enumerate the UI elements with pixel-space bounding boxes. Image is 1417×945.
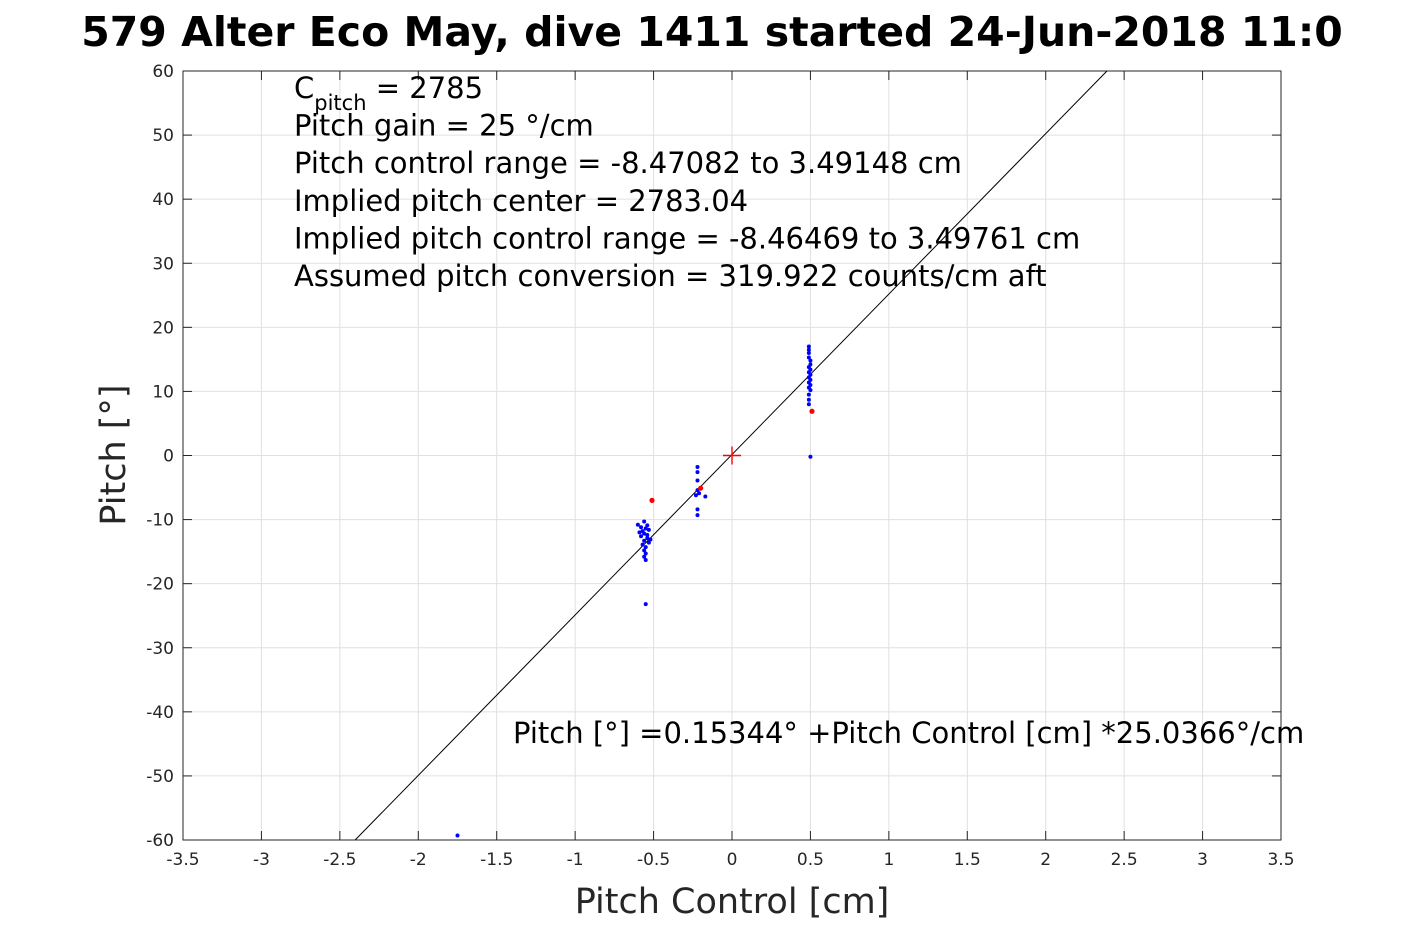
data-point [643, 602, 648, 607]
data-point [646, 540, 651, 545]
x-tick-label: -1 [567, 850, 584, 870]
data-point [642, 519, 647, 524]
data-point [703, 494, 708, 499]
annotation-line: Pitch control range = -8.47082 to 3.4914… [294, 146, 962, 180]
data-point [639, 534, 644, 539]
scatter-points [455, 344, 815, 838]
data-point [643, 526, 648, 531]
x-tick-label: 1.5 [954, 850, 981, 870]
data-point [648, 537, 653, 542]
data-point [809, 408, 815, 414]
y-tick-label: -50 [146, 767, 174, 787]
y-tick-label: -40 [146, 703, 174, 723]
x-tick-label: -0.5 [637, 850, 670, 870]
y-axis-label: Pitch [°] [94, 384, 134, 525]
x-tick-label: 3 [1197, 850, 1208, 870]
data-point [637, 530, 642, 535]
data-point [645, 523, 650, 528]
data-point [806, 397, 811, 402]
x-tick-label: 0 [727, 850, 738, 870]
data-point [695, 513, 700, 518]
x-axis-label: Pitch Control [cm] [575, 882, 890, 922]
data-point [649, 497, 655, 503]
y-tick-label: 10 [152, 382, 174, 402]
data-point [455, 833, 460, 838]
x-axis-tick-labels: -3.5 -3 -2.5 -2 -1.5 -1 -0.5 0 0.5 1 1.5 2 2.5 3 3.5 [166, 850, 1294, 870]
y-axis-tick-labels: -60 -50 -40 -30 -20 -10 0 10 20 30 40 50 60 [146, 62, 174, 851]
data-point [642, 548, 647, 553]
data-point [643, 551, 648, 556]
y-tick-label: 40 [152, 190, 174, 210]
data-point [697, 491, 702, 496]
x-tick-label: 2.5 [1111, 850, 1138, 870]
annotation-line: Implied pitch center = 2783.04 [294, 184, 748, 218]
data-point [643, 545, 648, 550]
annotation-line: Assumed pitch conversion = 319.922 count… [294, 259, 1047, 293]
data-point [645, 532, 650, 537]
data-point [693, 493, 698, 498]
grid-lines [182, 70, 1282, 841]
data-point [806, 347, 811, 352]
x-tick-label: -2.5 [323, 850, 356, 870]
x-tick-label: 3.5 [1267, 850, 1294, 870]
y-tick-label: -20 [146, 575, 174, 595]
data-point [806, 355, 811, 360]
data-point [642, 538, 647, 543]
data-point [695, 507, 700, 512]
data-point [806, 344, 811, 349]
x-tick-label: 0.5 [797, 850, 824, 870]
data-point [806, 392, 811, 397]
annotation-line: Implied pitch control range = -8.46469 t… [294, 221, 1080, 255]
center-marker-group [723, 446, 741, 465]
data-point [806, 350, 811, 355]
data-point [635, 522, 640, 527]
y-tick-label: 0 [163, 447, 174, 467]
data-point [808, 388, 813, 393]
y-tick-label: 30 [152, 254, 174, 274]
data-point [639, 525, 644, 530]
y-tick-label: -60 [146, 831, 174, 851]
data-point [642, 554, 647, 559]
data-point [695, 478, 700, 483]
x-tick-label: -3.5 [166, 850, 199, 870]
x-tick-label: 2 [1040, 850, 1051, 870]
annotation-line: Cpitch = 2785 [294, 71, 483, 115]
axis-ticks [182, 70, 1282, 841]
y-tick-label: 20 [152, 318, 174, 338]
y-tick-label: -30 [146, 639, 174, 659]
data-point [698, 485, 704, 491]
data-point [640, 542, 645, 547]
y-tick-label: -10 [146, 511, 174, 531]
x-tick-label: -2 [410, 850, 427, 870]
data-point [643, 557, 648, 562]
x-tick-label: -1.5 [480, 850, 513, 870]
annotation-line: Pitch gain = 25 °/cm [294, 109, 594, 143]
data-point [646, 527, 651, 532]
y-tick-label: 50 [152, 126, 174, 146]
fit-equation-label: Pitch [°] =0.15344° +Pitch Control [cm] … [513, 716, 1304, 750]
data-point [645, 536, 650, 541]
data-point [642, 531, 647, 536]
x-tick-label: 1 [883, 850, 894, 870]
data-point [808, 358, 813, 363]
y-tick-label: 60 [152, 62, 174, 82]
data-point [695, 465, 700, 470]
data-point [806, 402, 811, 407]
data-point [695, 470, 700, 475]
data-point [808, 454, 813, 459]
x-tick-label: -3 [253, 850, 270, 870]
chart-title: 579 Alter Eco May, dive 1411 started 24-… [81, 8, 1343, 56]
